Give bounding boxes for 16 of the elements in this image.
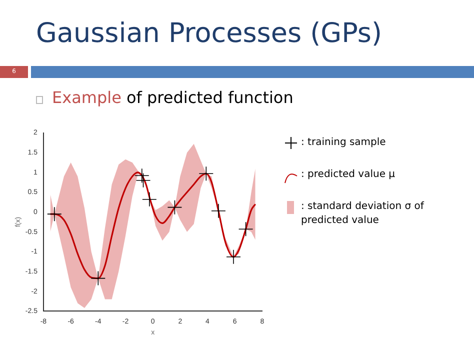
legend-label: : training sample [301, 136, 386, 150]
point [211, 204, 226, 218]
chart-subtitle: Example of predicted function [52, 88, 294, 107]
chart-title: Gaussian Processes (GPs) [36, 18, 382, 49]
point [90, 270, 106, 286]
point [142, 192, 157, 207]
line-series [50, 172, 256, 280]
text: : standard deviation σ of predicted value [301, 200, 426, 228]
legend-label: : predicted value μ [301, 168, 396, 182]
point [47, 206, 62, 222]
point [198, 166, 214, 182]
point [226, 249, 241, 264]
point [167, 200, 182, 215]
point [136, 172, 151, 188]
point [134, 168, 150, 184]
point [238, 222, 254, 237]
